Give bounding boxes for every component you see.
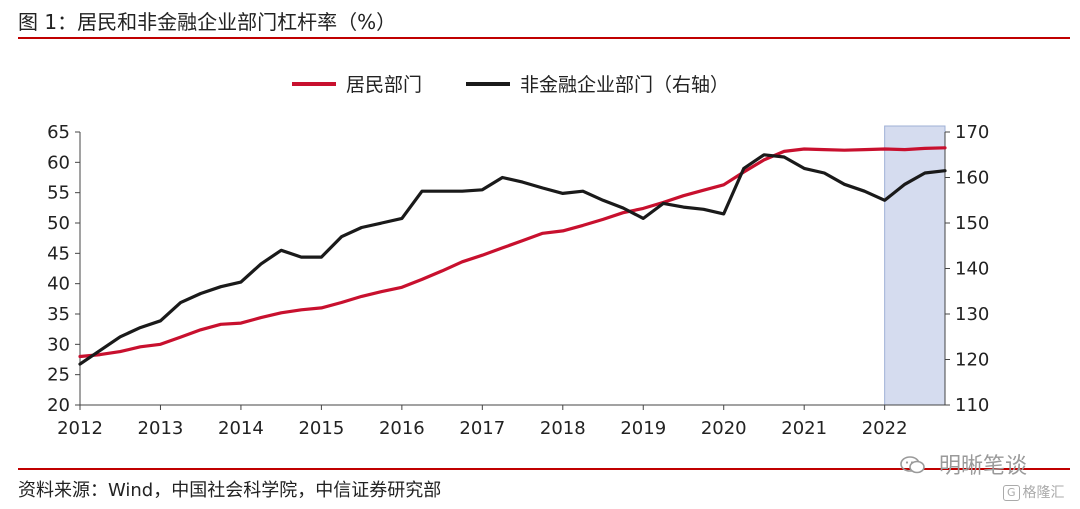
x-tick-label: 2012 — [57, 418, 103, 439]
shaded-region-layer — [884, 125, 946, 406]
left-tick-label: 50 — [47, 213, 70, 234]
legend-household-label: 居民部门 — [346, 74, 422, 96]
x-tick-label: 2017 — [459, 418, 505, 439]
left-tick-label: 65 — [47, 122, 70, 143]
series-layer — [78, 146, 947, 366]
x-tick-label: 2020 — [701, 418, 747, 439]
bottom-rule — [18, 468, 1070, 470]
logo-text: 格隆汇 — [1022, 485, 1065, 501]
right-tick-label: 140 — [955, 259, 989, 280]
top-rule — [18, 37, 1070, 39]
site-logo: G 格隆汇 — [1003, 482, 1065, 502]
left-tick-label: 55 — [47, 183, 70, 204]
right-tick-label: 130 — [955, 304, 989, 325]
left-tick-label: 25 — [47, 365, 70, 386]
x-tick-label: 2021 — [781, 418, 827, 439]
source-note: 资料来源：Wind，中国社会科学院，中信证券研究部 — [18, 480, 442, 501]
left-tick-label: 40 — [47, 274, 70, 295]
left-tick-label: 30 — [47, 334, 70, 355]
legend-corporate-label: 非金融企业部门（右轴） — [520, 74, 729, 96]
corporate-series-line — [78, 153, 947, 366]
watermark: 明晰笔谈 — [900, 448, 1027, 480]
right-tick-label: 150 — [955, 213, 989, 234]
right-tick-label: 170 — [955, 122, 989, 143]
x-tick-label: 2018 — [540, 418, 586, 439]
right-tick-label: 160 — [955, 168, 989, 189]
left-tick-label: 60 — [47, 152, 70, 173]
left-tick-label: 45 — [47, 243, 70, 264]
watermark-text: 明晰笔谈 — [939, 454, 1028, 479]
x-tick-label: 2022 — [862, 418, 908, 439]
x-tick-label: 2014 — [218, 418, 264, 439]
x-tick-label: 2015 — [298, 418, 344, 439]
left-tick-label: 20 — [47, 395, 70, 416]
wechat-icon — [900, 456, 925, 474]
right-tick-label: 120 — [955, 350, 989, 371]
household-series-line — [78, 146, 947, 359]
axes-layer: 20 25 30 35 40 45 50 55 60 65 110 120 130 140 150 160 17… — [47, 122, 989, 439]
x-tick-label: 2016 — [379, 418, 425, 439]
left-tick-label: 35 — [47, 304, 70, 325]
legend: 居民部门 非金融企业部门（右轴） — [292, 74, 729, 96]
shaded-region — [884, 125, 946, 406]
right-tick-label: 110 — [955, 395, 989, 416]
logo-mark-icon: G — [1003, 485, 1020, 501]
x-tick-label: 2013 — [138, 418, 184, 439]
x-tick-label: 2019 — [620, 418, 666, 439]
chart-title: 图 1：居民和非金融企业部门杠杆率（%） — [18, 10, 397, 34]
